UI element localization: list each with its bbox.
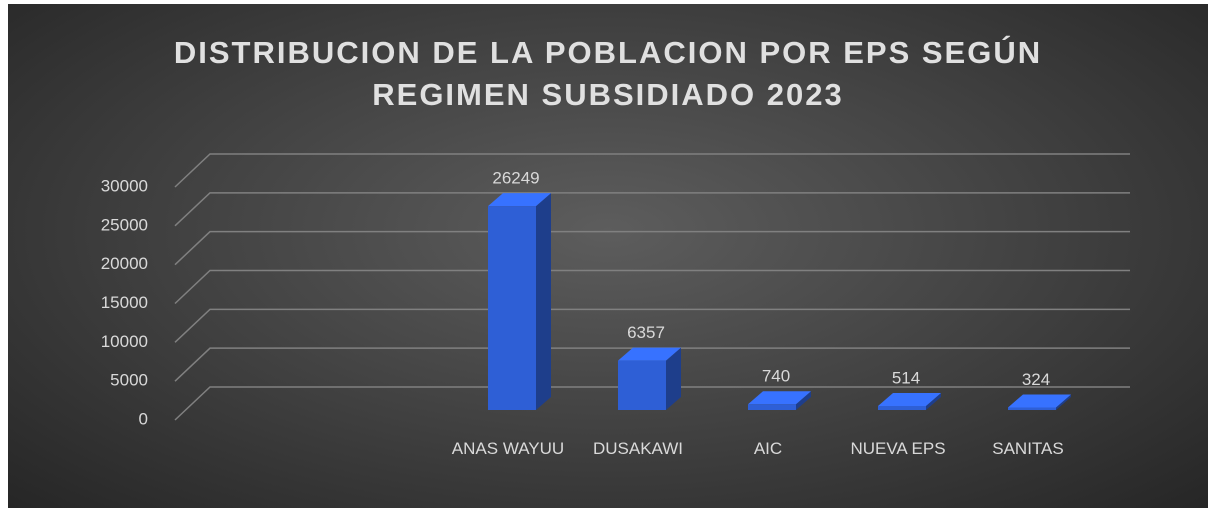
grid-line <box>174 269 1130 305</box>
bar-side <box>666 347 681 410</box>
bar-front <box>878 406 926 410</box>
bar <box>878 393 941 410</box>
data-label: 740 <box>762 367 790 386</box>
x-tick-label: AIC <box>753 439 783 458</box>
x-tick-label: DUSAKAWI <box>592 439 684 458</box>
bar-side <box>796 391 811 410</box>
y-tick-label: 20000 <box>101 254 148 273</box>
grid-line <box>174 386 1130 421</box>
data-label: 324 <box>1022 370 1050 389</box>
bar <box>1008 394 1071 410</box>
y-tick-label: 0 <box>139 409 148 428</box>
y-tick-label: 25000 <box>101 215 148 234</box>
grid-line <box>174 192 1130 227</box>
bar-top <box>878 393 941 407</box>
bar-front <box>1008 407 1056 410</box>
bar-front <box>618 360 666 410</box>
bar-side <box>926 393 941 410</box>
bar <box>618 347 681 410</box>
bar-top <box>748 391 811 405</box>
x-tick-label: SANITAS <box>992 439 1064 458</box>
data-label: 26249 <box>492 169 539 188</box>
data-label: 514 <box>892 368 920 387</box>
chart-title: DISTRIBUCION DE LA POBLACION POR EPS SEG… <box>173 35 1043 112</box>
bar <box>748 391 811 410</box>
bar-side <box>1056 394 1071 410</box>
grid-line <box>174 308 1130 343</box>
bar-side <box>536 193 551 410</box>
bar-front <box>488 206 536 410</box>
plot: 0 5000 10000 15000 20000 25000 30000 26249 6357 7… <box>101 153 1130 428</box>
x-tick-label: NUEVA EPS <box>850 439 946 458</box>
chart: DISTRIBUCION DE LA POBLACION POR EPS SEG… <box>8 4 1208 508</box>
grid-line <box>174 347 1130 382</box>
grid-line <box>174 230 1130 266</box>
bar <box>488 193 551 410</box>
bar-front <box>748 404 796 410</box>
bar-top <box>1008 394 1071 408</box>
y-tick-label: 15000 <box>101 293 148 312</box>
x-tick-label: ANAS WAYUU <box>451 439 565 458</box>
bar-top <box>618 347 681 361</box>
data-label: 6357 <box>627 323 665 342</box>
y-tick-label: 5000 <box>110 371 148 390</box>
grid-line <box>174 153 1130 188</box>
bar-top <box>488 193 551 207</box>
y-tick-label: 10000 <box>101 332 148 351</box>
y-tick-label: 30000 <box>101 176 148 195</box>
